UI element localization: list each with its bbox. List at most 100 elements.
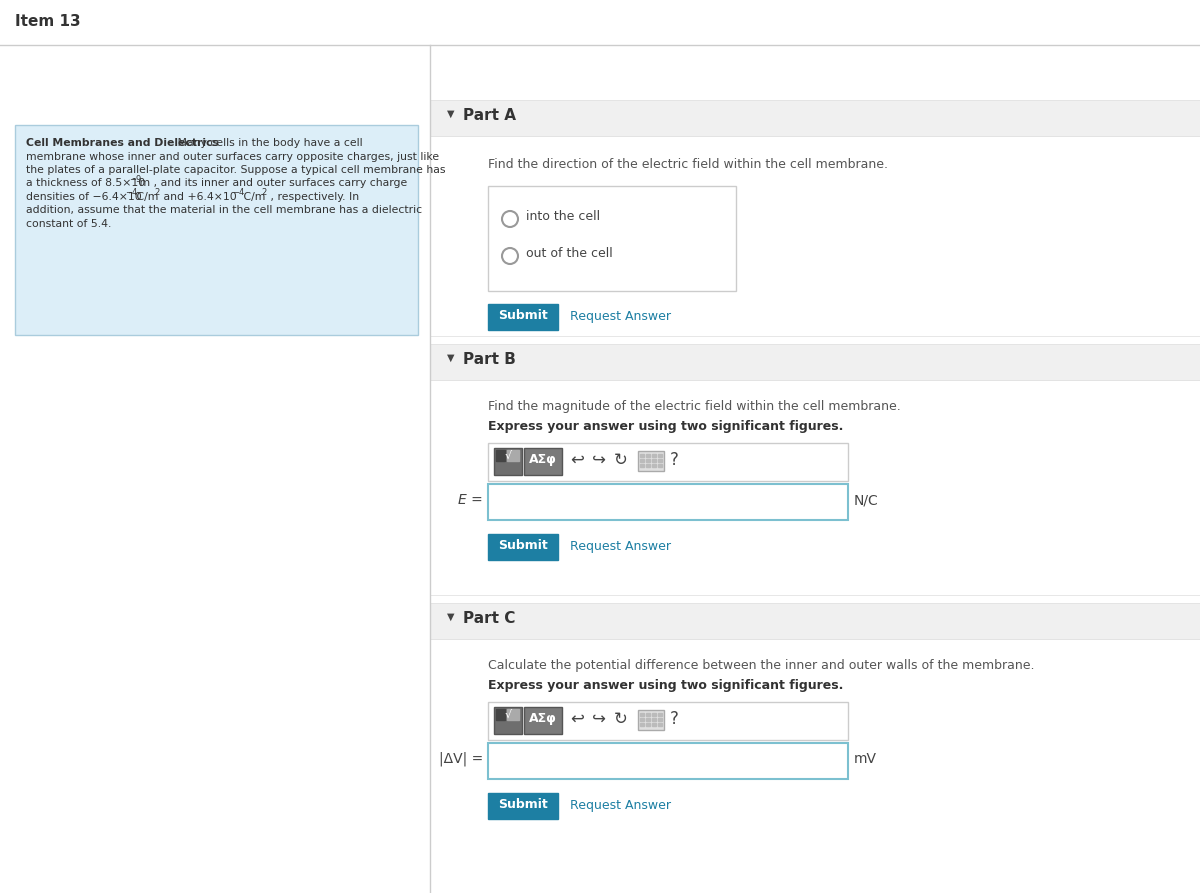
Text: ↻: ↻ xyxy=(614,451,628,469)
Bar xyxy=(646,454,650,457)
Bar xyxy=(496,709,505,720)
Text: ▼: ▼ xyxy=(446,612,455,622)
Bar xyxy=(430,100,1200,136)
Text: Request Answer: Request Answer xyxy=(570,310,671,323)
Circle shape xyxy=(502,211,518,227)
Text: out of the cell: out of the cell xyxy=(526,247,613,260)
Text: constant of 5.4.: constant of 5.4. xyxy=(26,219,112,229)
Text: Submit: Submit xyxy=(498,309,548,322)
Text: C/m: C/m xyxy=(133,192,158,202)
Text: ▼: ▼ xyxy=(446,353,455,363)
Bar xyxy=(430,380,1200,595)
Text: densities of −6.4×10: densities of −6.4×10 xyxy=(26,192,142,202)
Bar xyxy=(646,464,650,467)
Text: Part A: Part A xyxy=(463,108,516,123)
Text: and +6.4×10: and +6.4×10 xyxy=(160,192,236,202)
Text: ?: ? xyxy=(670,710,679,728)
Text: Request Answer: Request Answer xyxy=(570,540,671,553)
Bar xyxy=(658,718,662,721)
Bar xyxy=(640,454,644,457)
Text: ?: ? xyxy=(670,451,679,469)
Text: Cell Membranes and Dielectrics: Cell Membranes and Dielectrics xyxy=(26,138,218,148)
Bar xyxy=(638,451,664,471)
Text: , respectively. In: , respectively. In xyxy=(266,192,359,202)
Bar xyxy=(430,136,1200,336)
Text: −4: −4 xyxy=(125,188,137,197)
Bar xyxy=(652,464,656,467)
Text: mV: mV xyxy=(854,752,877,766)
Text: AΣφ: AΣφ xyxy=(529,712,557,725)
Bar xyxy=(646,718,650,721)
Circle shape xyxy=(502,248,518,264)
Text: ↻: ↻ xyxy=(614,710,628,728)
Text: E =: E = xyxy=(458,493,482,507)
Bar xyxy=(652,459,656,462)
Bar xyxy=(508,709,520,720)
Bar xyxy=(658,464,662,467)
Text: Express your answer using two significant figures.: Express your answer using two significan… xyxy=(488,679,844,692)
Bar xyxy=(638,710,664,730)
Bar xyxy=(494,448,522,475)
Text: C/m: C/m xyxy=(240,192,265,202)
Text: N/C: N/C xyxy=(854,493,878,507)
Bar xyxy=(488,743,848,779)
Bar xyxy=(430,603,1200,639)
Bar xyxy=(0,0,1200,45)
Bar xyxy=(496,450,505,461)
Bar xyxy=(658,459,662,462)
Bar xyxy=(488,443,848,481)
Text: ↩: ↩ xyxy=(570,451,584,469)
Bar xyxy=(646,723,650,726)
Text: −4: −4 xyxy=(232,188,245,197)
Text: Item 13: Item 13 xyxy=(14,14,80,29)
Bar xyxy=(494,707,522,734)
Bar xyxy=(658,723,662,726)
Text: the plates of a parallel-plate capacitor. Suppose a typical cell membrane has: the plates of a parallel-plate capacitor… xyxy=(26,165,445,175)
Bar xyxy=(652,713,656,716)
Bar xyxy=(488,484,848,520)
Bar xyxy=(646,459,650,462)
Text: Submit: Submit xyxy=(498,539,548,552)
Text: membrane whose inner and outer surfaces carry opposite charges, just like: membrane whose inner and outer surfaces … xyxy=(26,152,439,162)
Text: √: √ xyxy=(504,451,511,461)
Bar xyxy=(488,702,848,740)
Bar xyxy=(508,450,520,461)
Bar xyxy=(640,713,644,716)
Text: a thickness of 8.5×10: a thickness of 8.5×10 xyxy=(26,179,145,188)
Bar xyxy=(640,459,644,462)
Bar xyxy=(658,454,662,457)
Text: 2: 2 xyxy=(262,188,266,197)
Text: Find the direction of the electric field within the cell membrane.: Find the direction of the electric field… xyxy=(488,158,888,171)
Bar xyxy=(640,723,644,726)
Text: Find the magnitude of the electric field within the cell membrane.: Find the magnitude of the electric field… xyxy=(488,400,901,413)
Bar xyxy=(646,713,650,716)
Bar xyxy=(488,793,558,819)
Bar xyxy=(658,713,662,716)
Text: Submit: Submit xyxy=(498,798,548,811)
Text: 2: 2 xyxy=(154,188,160,197)
Text: √: √ xyxy=(504,710,511,720)
Text: |ΔV| =: |ΔV| = xyxy=(439,752,482,766)
Text: Request Answer: Request Answer xyxy=(570,799,671,812)
Bar xyxy=(488,534,558,560)
Text: ↪: ↪ xyxy=(592,451,606,469)
Text: m , and its inner and outer surfaces carry charge: m , and its inner and outer surfaces car… xyxy=(136,179,407,188)
Text: Calculate the potential difference between the inner and outer walls of the memb: Calculate the potential difference betwe… xyxy=(488,659,1034,672)
Bar xyxy=(652,718,656,721)
Text: −9: −9 xyxy=(130,174,142,183)
Text: ▼: ▼ xyxy=(446,109,455,119)
Bar xyxy=(640,464,644,467)
Text: Express your answer using two significant figures.: Express your answer using two significan… xyxy=(488,420,844,433)
Bar xyxy=(430,639,1200,893)
Text: Part C: Part C xyxy=(463,611,515,626)
Bar xyxy=(14,125,418,335)
Bar xyxy=(652,454,656,457)
Text: Part B: Part B xyxy=(463,352,516,367)
Text: AΣφ: AΣφ xyxy=(529,453,557,466)
Bar xyxy=(524,448,562,475)
Bar xyxy=(640,718,644,721)
Bar xyxy=(488,304,558,330)
Bar xyxy=(430,344,1200,380)
Text: ↪: ↪ xyxy=(592,710,606,728)
Bar xyxy=(488,186,736,291)
